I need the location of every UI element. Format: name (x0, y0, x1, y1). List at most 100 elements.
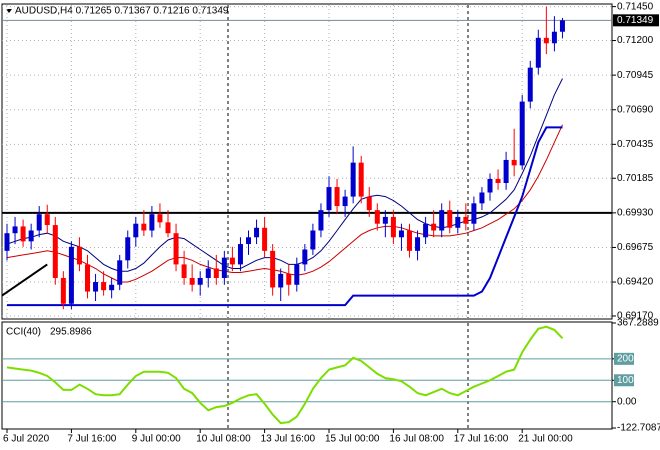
candle-body (310, 230, 316, 250)
candle-body (390, 216, 396, 238)
candle-body (495, 178, 501, 184)
x-tick-label: 17 Jul 16:00 (454, 434, 509, 445)
candle-body (149, 214, 155, 231)
candle-body (60, 277, 66, 304)
candle-body (20, 226, 26, 242)
y-tick-label: 0.70945 (617, 70, 654, 81)
candle-body (213, 268, 219, 278)
candle-body (479, 192, 485, 204)
candle-body (221, 257, 227, 278)
candle-body (12, 226, 18, 234)
candle-body (463, 216, 469, 224)
cci-value: 295.8986 (50, 327, 92, 338)
candle-body (334, 187, 340, 207)
candle-body (4, 233, 10, 251)
indicator-line (6, 124, 563, 283)
candle-body (197, 277, 203, 285)
candle-body (101, 282, 107, 291)
level-label-box (614, 374, 634, 387)
candle-body (68, 246, 74, 304)
candle-body (471, 203, 477, 224)
candle-body (398, 230, 404, 238)
x-tick-label: 9 Jul 00:00 (132, 434, 181, 445)
candle-body (302, 249, 308, 265)
x-tick-label: 7 Jul 16:00 (67, 434, 116, 445)
x-tick-label: 21 Jul 00:00 (518, 434, 573, 445)
candle-body (350, 162, 356, 197)
candle-body (85, 264, 90, 292)
candle-body (431, 223, 437, 231)
x-tick-label: 13 Jul 16:00 (261, 434, 316, 445)
x-tick-label: 15 Jul 00:00 (325, 434, 380, 445)
price-label: 0.71349 (617, 15, 654, 26)
candle-body (278, 273, 284, 288)
candle-body (165, 222, 171, 234)
candle-body (535, 37, 541, 68)
candle-body (189, 277, 195, 285)
y-tick-label: 367.2889 (617, 318, 659, 329)
y-tick-label: 100 (617, 375, 634, 386)
candle-body (52, 225, 58, 278)
candle-body (366, 196, 372, 211)
y-tick-label: 0.69420 (617, 277, 654, 288)
candle-body (503, 159, 509, 184)
candle-body (246, 237, 251, 245)
candle-body (358, 162, 364, 197)
candle-body (519, 101, 525, 166)
header: AUDUSD,H4 0.71265 0.71367 0.71216 0.7134… (15, 6, 229, 17)
candle-body (511, 159, 517, 166)
candle-body (157, 214, 163, 223)
candle-body (93, 282, 99, 292)
indicator-line (7, 126, 563, 307)
x-tick-label: 10 Jul 08:00 (196, 434, 251, 445)
candle-body (415, 237, 421, 251)
candle-body (326, 187, 332, 211)
candle-body (382, 216, 388, 224)
candle-body (109, 284, 115, 291)
candle-body (237, 244, 243, 265)
y-tick-label: 0.71200 (617, 35, 654, 46)
candle-body (551, 31, 557, 44)
candle-body (133, 223, 139, 238)
candle-body (423, 223, 429, 238)
y-tick-label: -122.7087 (617, 423, 660, 434)
y-tick-label: 0.70690 (617, 104, 654, 115)
cci-line (6, 325, 564, 425)
candle-body (342, 196, 348, 207)
candle-body (181, 264, 187, 278)
candle-body (44, 214, 50, 226)
candle-body (262, 227, 268, 251)
trendline (1, 263, 48, 297)
y-tick-label: 0.69675 (617, 242, 654, 253)
candle-body (125, 237, 131, 261)
candle-body (439, 210, 445, 231)
candle-body (173, 233, 179, 265)
indicator-line (6, 78, 563, 272)
candle-body (447, 210, 453, 228)
candle-body (28, 230, 34, 242)
candle-body (318, 210, 324, 231)
candle-body (229, 257, 235, 265)
candle-body (254, 227, 260, 238)
candle-body (455, 216, 461, 228)
level-label-box (614, 352, 634, 365)
y-tick-label: 0.00 (617, 396, 637, 407)
cci-title: CCI(40) (6, 327, 41, 338)
cci-panel (1, 321, 613, 430)
price-label-box (613, 14, 659, 27)
candle-body (294, 264, 300, 285)
x-tick-label: 6 Jul 2020 (3, 434, 50, 445)
candle-body (270, 250, 276, 288)
candle-body (559, 20, 565, 32)
candle-body (36, 214, 42, 231)
candle-body (527, 67, 533, 102)
x-tick-label: 16 Jul 08:00 (389, 434, 444, 445)
candle-body (205, 268, 211, 278)
candle-body (487, 178, 493, 193)
candle-body (141, 223, 147, 231)
candle-body (76, 246, 82, 265)
candle-body (407, 230, 412, 251)
